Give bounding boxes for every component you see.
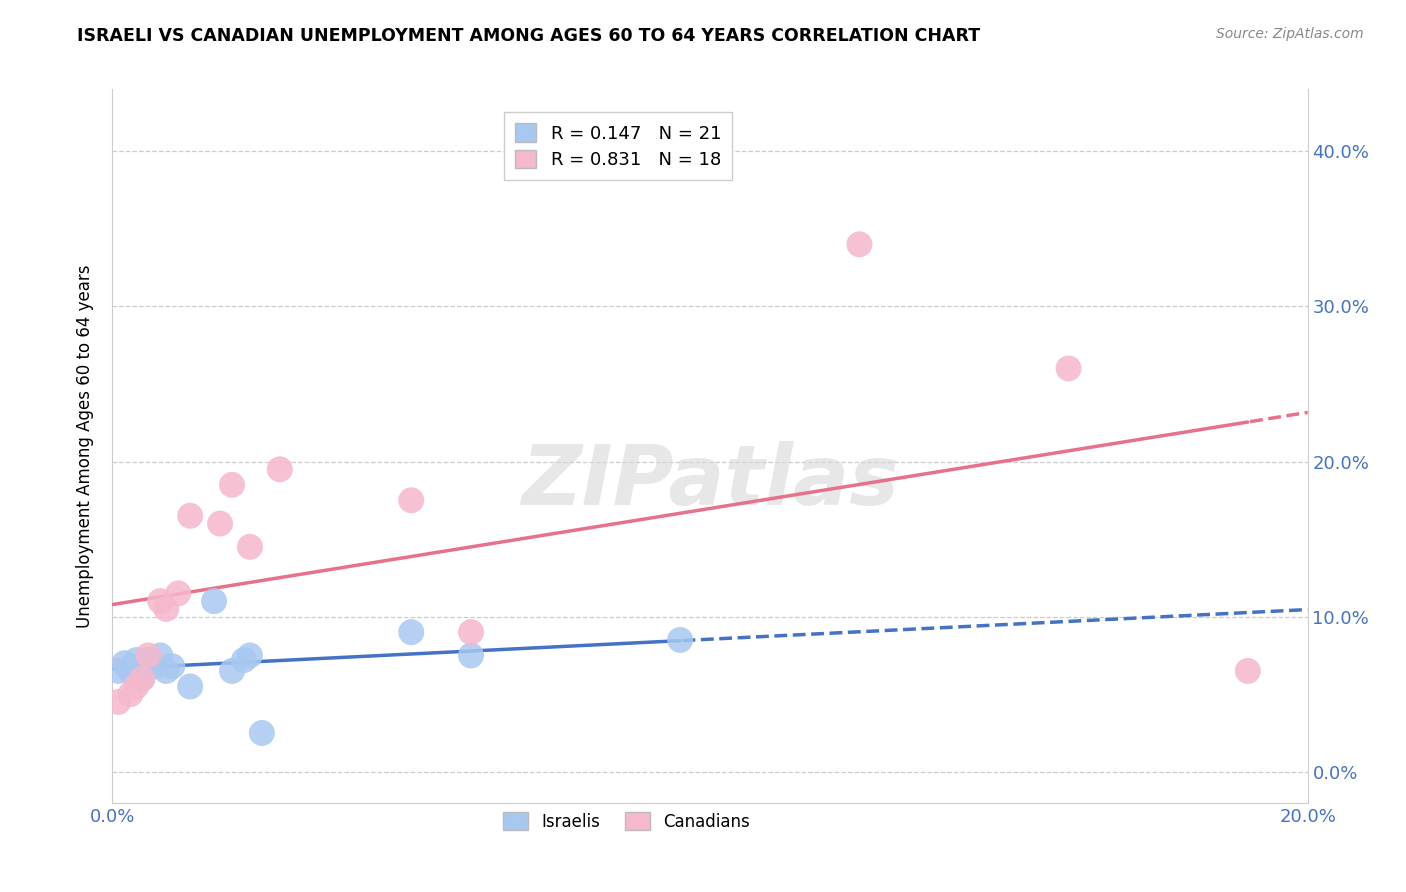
- Point: [138, 653, 160, 667]
- Point: [167, 586, 190, 600]
- Point: [131, 672, 153, 686]
- Point: [1237, 664, 1260, 678]
- Point: [221, 664, 243, 678]
- Point: [239, 540, 262, 554]
- Point: [131, 672, 153, 686]
- Point: [179, 680, 201, 694]
- Point: [401, 625, 423, 640]
- Point: [669, 632, 692, 647]
- Point: [125, 680, 148, 694]
- Point: [233, 653, 256, 667]
- Point: [143, 659, 166, 673]
- Text: ISRAELI VS CANADIAN UNEMPLOYMENT AMONG AGES 60 TO 64 YEARS CORRELATION CHART: ISRAELI VS CANADIAN UNEMPLOYMENT AMONG A…: [77, 27, 980, 45]
- Point: [125, 653, 148, 667]
- Point: [155, 602, 177, 616]
- Point: [162, 659, 183, 673]
- Point: [138, 648, 160, 663]
- Point: [202, 594, 225, 608]
- Text: Source: ZipAtlas.com: Source: ZipAtlas.com: [1216, 27, 1364, 41]
- Legend: Israelis, Canadians: Israelis, Canadians: [496, 805, 756, 838]
- Point: [250, 726, 273, 740]
- Point: [120, 687, 142, 701]
- Point: [401, 493, 423, 508]
- Point: [460, 625, 482, 640]
- Point: [149, 648, 172, 663]
- Point: [155, 664, 177, 678]
- Text: ZIPatlas: ZIPatlas: [522, 442, 898, 522]
- Point: [269, 462, 291, 476]
- Point: [460, 648, 482, 663]
- Point: [149, 594, 172, 608]
- Point: [120, 664, 142, 678]
- Point: [848, 237, 870, 252]
- Point: [239, 648, 262, 663]
- Point: [114, 656, 135, 670]
- Point: [221, 477, 243, 491]
- Point: [209, 516, 232, 531]
- Y-axis label: Unemployment Among Ages 60 to 64 years: Unemployment Among Ages 60 to 64 years: [76, 264, 94, 628]
- Point: [120, 659, 142, 673]
- Point: [1057, 361, 1080, 376]
- Point: [107, 695, 129, 709]
- Point: [131, 659, 153, 673]
- Point: [179, 508, 201, 523]
- Point: [107, 664, 129, 678]
